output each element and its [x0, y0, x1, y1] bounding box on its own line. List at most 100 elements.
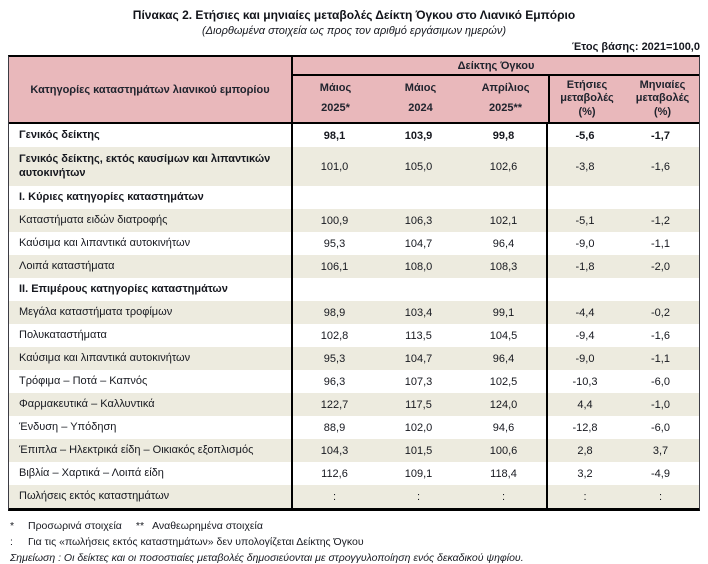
column-header-line: Μάιος — [404, 82, 437, 95]
footnote-text: Αναθεωρημένα στοιχεία — [152, 520, 263, 532]
row-label: Ι. Κύριες κατηγορίες καταστημάτων — [19, 190, 204, 203]
cell-value — [546, 186, 622, 209]
cell-value: 108,0 — [404, 260, 433, 273]
row-label: Γενικός δείκτης, εκτός καυσίμων και λιπα… — [19, 153, 271, 179]
cell-value — [461, 186, 546, 209]
note-text: Σημείωση : Οι δείκτες και οι ποσοστιαίες… — [10, 552, 524, 564]
row-label: Λοιπά καταστήματα — [19, 259, 115, 272]
cell-value: 95,3 — [291, 232, 376, 255]
cell-value: 102,5 — [489, 375, 518, 388]
column-header-line: Ετήσιες — [566, 78, 608, 91]
cell-value — [376, 186, 461, 209]
row-label: Πωλήσεις εκτός καταστημάτων — [19, 489, 170, 502]
footnote-marker: : — [10, 536, 13, 549]
column-header-line: Απρίλιος — [481, 82, 530, 95]
table-row: Φαρμακευτικά – Καλλυντικά 122,7 117,5 124,0… — [9, 393, 699, 416]
table-row: Ι. Κύριες κατηγορίες καταστημάτων — [9, 186, 699, 209]
cell-value: 124,0 — [489, 398, 518, 411]
cell-value: -1,8 — [546, 255, 622, 278]
cell-value: -12,8 — [546, 416, 622, 439]
table-row: Γενικός δείκτης, εκτός καυσίμων και λιπα… — [9, 147, 699, 186]
cell-value: : — [291, 485, 376, 508]
table-row: Πωλήσεις εκτός καταστημάτων::::: — [9, 485, 699, 508]
cell-value: -1,0 — [651, 398, 670, 411]
column-header-line: (%) — [653, 105, 672, 118]
column-header-line: (%) — [578, 105, 596, 118]
cell-value: 99,8 — [492, 129, 515, 142]
cell-value: -3,8 — [546, 147, 622, 186]
cell-value: 104,7 — [404, 237, 433, 250]
cell-value — [291, 186, 376, 209]
cell-value: 101,0 — [291, 147, 376, 186]
column-header-line: Μάιος — [319, 82, 352, 95]
cell-value: -5,6 — [546, 124, 622, 147]
row-label: Πολυκαταστήματα — [19, 328, 107, 341]
cell-value: 102,1 — [489, 214, 518, 227]
cell-value: -1,1 — [651, 237, 670, 250]
footnote-colon: : Για τις «πωλήσεις εκτός καταστημάτων» … — [10, 536, 700, 549]
cell-value: 102,6 — [489, 160, 518, 173]
page-title: Πίνακας 2. Ετήσιες και μηνιαίες μεταβολέ… — [132, 8, 576, 22]
footnote-provisional: * Προσωρινά στοιχεία ** Αναθεωρημένα στο… — [10, 520, 700, 533]
cell-value: -1,7 — [651, 129, 670, 142]
row-label: Καταστήματα ειδών διατροφής — [19, 213, 168, 226]
cell-value: 106,1 — [291, 255, 376, 278]
table-body: Γενικός δείκτης 98,1 103,9 99,8 -5,6 -1,7 Γενι… — [9, 124, 699, 508]
cell-value — [291, 278, 376, 301]
cell-value: -5,1 — [546, 209, 622, 232]
cell-value: 100,6 — [489, 444, 518, 457]
cell-value: 2,8 — [546, 439, 622, 462]
row-label: Έπιπλα – Ηλεκτρικά είδη – Οικιακός εξοπλ… — [19, 443, 254, 456]
row-label: Γενικός δείκτης — [19, 128, 100, 141]
column-header-monthly-change: Μηνιαίες μεταβολές (%) — [624, 76, 701, 122]
cell-value: 117,5 — [405, 398, 432, 411]
cell-value: 106,3 — [404, 214, 433, 227]
column-header-line: 2025** — [488, 102, 523, 115]
cell-value: 104,7 — [404, 352, 433, 365]
row-label: ΙΙ. Επιμέρους κατηγορίες καταστημάτων — [19, 282, 228, 295]
cell-value: -1,2 — [651, 214, 670, 227]
footnote-text: Προσωρινά στοιχεία — [28, 520, 122, 532]
base-year-label: Έτος βάσης: 2021=100,0 — [571, 41, 700, 53]
cell-value: 94,6 — [492, 421, 515, 434]
column-header-line: 2025* — [321, 102, 350, 115]
column-headers: Μάιος 2025* Μάιος 2024 Απρίλιος 2025** Ε… — [293, 76, 699, 122]
table-row: Τρόφιμα – Ποτά – Καπνός 96,3 107,3 102,5 -10… — [9, 370, 699, 393]
category-column-header: Κατηγορίες καταστημάτων λιανικού εμπορίο… — [30, 83, 270, 96]
cell-value: -10,3 — [546, 370, 622, 393]
cell-value: 99,1 — [492, 306, 515, 319]
cell-value: : — [658, 490, 663, 503]
cell-value: 113,5 — [405, 329, 432, 342]
column-header-line: μεταβολές — [560, 92, 614, 105]
cell-value: 107,3 — [404, 375, 433, 388]
footnote-text: Για τις «πωλήσεις εκτός καταστημάτων» δε… — [28, 536, 364, 549]
cell-value: 98,9 — [291, 301, 376, 324]
cell-value: -0,2 — [651, 306, 670, 319]
row-label: Καύσιμα και λιπαντικά αυτοκινήτων — [19, 236, 191, 249]
row-label: Βιβλία – Χαρτικά – Λοιπά είδη — [19, 466, 164, 479]
table-row: Έπιπλα – Ηλεκτρικά είδη – Οικιακός εξοπλ… — [9, 439, 699, 462]
footnotes: * Προσωρινά στοιχεία ** Αναθεωρημένα στο… — [8, 520, 700, 564]
table-row: Καύσιμα και λιπαντικά αυτοκινήτων 95,3 104… — [9, 232, 699, 255]
volume-index-table: Κατηγορίες καταστημάτων λιανικού εμπορίο… — [8, 55, 700, 511]
page-subtitle: (Διορθωμένα στοιχεία ως προς τον αριθμό … — [201, 25, 506, 37]
cell-value: : — [501, 490, 506, 503]
cell-value: 96,3 — [291, 370, 376, 393]
row-label: Μεγάλα καταστήματα τροφίμων — [19, 305, 173, 318]
cell-value: : — [546, 485, 622, 508]
cell-value — [622, 278, 699, 301]
column-header-line: 2024 — [408, 102, 433, 115]
cell-value: 95,3 — [291, 347, 376, 370]
row-label: Τρόφιμα – Ποτά – Καπνός — [19, 374, 148, 387]
column-header-may-2024: Μάιος 2024 — [378, 76, 463, 122]
table-row: Πολυκαταστήματα 102,8 113,5 104,5 -9,4 -1,6 — [9, 324, 699, 347]
cell-value: -4,4 — [546, 301, 622, 324]
cell-value: 103,4 — [404, 306, 433, 319]
footnote-marker: * — [10, 520, 15, 532]
table-row: Μεγάλα καταστήματα τροφίμων 98,9 103,4 99,1… — [9, 301, 699, 324]
cell-value: -1,6 — [651, 329, 670, 342]
cell-value: 103,9 — [404, 129, 433, 142]
cell-value: -6,0 — [651, 375, 670, 388]
cell-value: 4,4 — [546, 393, 622, 416]
cell-value: 3,2 — [546, 462, 622, 485]
